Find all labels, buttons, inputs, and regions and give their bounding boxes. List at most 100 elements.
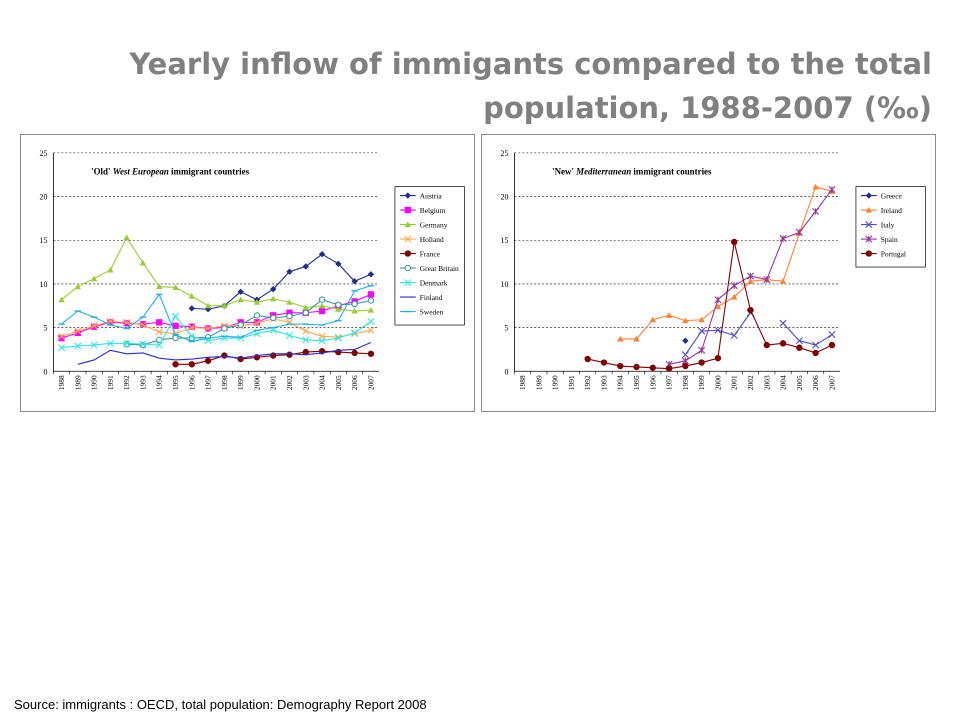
data-point [58, 296, 65, 303]
chart-title-part: 'New' [552, 167, 576, 177]
data-point [221, 325, 228, 332]
data-point [302, 348, 309, 356]
legend-label: Great Britain [420, 264, 459, 273]
y-tick-label: 20 [501, 193, 509, 202]
data-point [188, 361, 195, 368]
legend-marker [404, 264, 412, 272]
data-point [188, 332, 196, 340]
data-point [74, 327, 82, 335]
chart-title-part: West European [113, 167, 169, 177]
legend-label: Spain [881, 235, 898, 244]
x-tick-label: 1990 [551, 375, 560, 390]
data-point [270, 314, 277, 322]
chart-title: 'Old' West European immigrant countries [91, 167, 249, 177]
x-tick-label: 2002 [746, 375, 755, 390]
x-tick-label: 1992 [583, 375, 592, 390]
series-great-britain [123, 296, 375, 349]
data-point [730, 282, 738, 290]
x-tick-label: 1990 [90, 375, 99, 390]
data-point [302, 327, 310, 335]
data-point [367, 291, 375, 298]
data-point [270, 295, 277, 302]
data-point [779, 234, 787, 243]
data-point [665, 312, 673, 318]
data-point [139, 321, 147, 329]
data-point [796, 344, 803, 351]
legend-label: Portugal [881, 249, 906, 258]
data-point [714, 303, 722, 310]
y-tick-label: 25 [501, 149, 509, 158]
series-line [61, 236, 371, 312]
x-tick-label: 1993 [599, 375, 608, 390]
data-point [682, 362, 689, 370]
legend-label: Finland [420, 293, 443, 302]
data-point [286, 268, 293, 275]
data-point [779, 340, 787, 347]
x-tick-label: 1999 [697, 375, 706, 390]
data-point [90, 322, 98, 330]
data-point [286, 351, 293, 358]
data-point [779, 278, 787, 284]
data-point [367, 297, 375, 304]
data-point [188, 305, 195, 312]
x-tick-label: 1994 [616, 375, 625, 390]
series-spain [665, 186, 836, 368]
old-west-european-chart: 0 5 10 15 20 25 1988 1989 1990 1991 1992 1993 1994 19… [20, 134, 475, 412]
legend-marker [404, 235, 412, 243]
data-point [171, 312, 180, 320]
data-point [204, 324, 212, 333]
legend-label: France [420, 249, 441, 258]
data-point [600, 359, 608, 366]
x-tick-label: 2000 [252, 375, 261, 390]
data-point [633, 363, 640, 371]
x-tick-label: 1997 [665, 375, 674, 390]
series-line [782, 322, 833, 346]
data-point [731, 238, 738, 246]
data-point [714, 326, 722, 334]
x-tick-label: 1998 [220, 375, 229, 390]
data-point [335, 306, 342, 312]
legend-label: Holland [420, 235, 444, 244]
data-point [123, 320, 130, 327]
x-tick-label: 1995 [632, 375, 641, 390]
data-point [763, 341, 770, 349]
data-point [714, 296, 722, 304]
legend-label: Austria [420, 191, 443, 200]
source-note: Source: immigrants : OECD, total populat… [14, 697, 427, 712]
series-sweden [58, 284, 375, 343]
new-mediterranean-chart-svg: 0 5 10 15 20 25 1988 1989 1990 1991 1992 1993 1994 19… [501, 149, 926, 390]
legend-label: Greece [881, 191, 903, 200]
data-point [172, 284, 179, 290]
data-point [302, 309, 309, 316]
data-point [763, 275, 771, 284]
y-tick-label: 0 [504, 367, 508, 376]
data-point [188, 324, 196, 332]
x-tick-label: 1988 [518, 375, 527, 390]
data-point [286, 313, 293, 320]
y-tick-label: 10 [501, 280, 509, 289]
data-point [172, 361, 179, 368]
data-point [90, 323, 98, 330]
data-point [747, 278, 754, 284]
series-germany [58, 234, 375, 314]
data-point [828, 341, 836, 349]
x-tick-label: 1991 [567, 375, 576, 390]
data-point [253, 319, 261, 327]
data-point [156, 319, 163, 326]
data-point [584, 355, 591, 363]
data-point [746, 272, 755, 280]
data-point [318, 337, 326, 345]
data-point [351, 329, 359, 337]
y-tick-label: 0 [43, 367, 47, 376]
data-point [302, 263, 309, 270]
x-tick-label: 1992 [122, 375, 131, 390]
data-point [253, 299, 261, 305]
chart-title: 'New' Mediterranean immigrant countries [552, 167, 712, 177]
x-tick-label: 2001 [269, 375, 278, 390]
new-mediterranean-chart: 0 5 10 15 20 25 1988 1989 1990 1991 1992 1993 1994 19… [481, 134, 936, 412]
legend-label: Ireland [881, 206, 902, 215]
series-greece [682, 337, 689, 344]
chart-title-part: Mediterranean [575, 167, 631, 177]
data-point [698, 316, 705, 323]
legend-marker [404, 221, 412, 228]
